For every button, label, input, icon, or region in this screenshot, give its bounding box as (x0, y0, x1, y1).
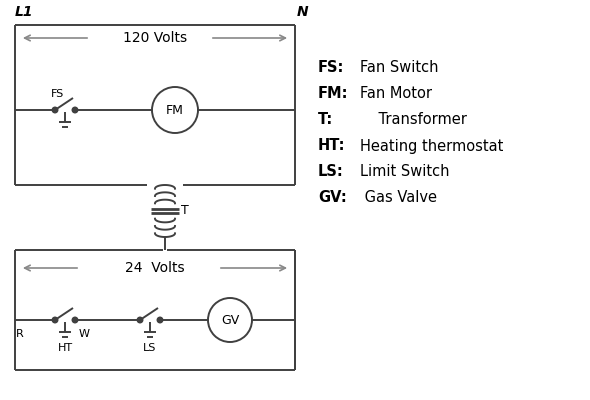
Text: FS: FS (50, 89, 64, 99)
Circle shape (53, 318, 57, 322)
Text: N: N (297, 5, 309, 19)
Text: Gas Valve: Gas Valve (360, 190, 437, 206)
Text: HT: HT (57, 343, 73, 353)
Text: Fan Motor: Fan Motor (360, 86, 432, 102)
Circle shape (73, 318, 77, 322)
Text: T: T (181, 204, 189, 218)
Text: LS: LS (143, 343, 157, 353)
Circle shape (158, 318, 162, 322)
Text: T:: T: (318, 112, 333, 128)
Text: HT:: HT: (318, 138, 346, 154)
Circle shape (53, 108, 57, 112)
Text: Transformer: Transformer (360, 112, 467, 128)
Circle shape (73, 108, 77, 112)
Text: Fan Switch: Fan Switch (360, 60, 438, 76)
Text: Heating thermostat: Heating thermostat (360, 138, 503, 154)
Text: R: R (16, 329, 24, 339)
Text: Limit Switch: Limit Switch (360, 164, 450, 180)
Text: FM: FM (166, 104, 184, 116)
Text: LS:: LS: (318, 164, 344, 180)
Text: 24  Volts: 24 Volts (125, 261, 185, 275)
Text: L1: L1 (15, 5, 34, 19)
Circle shape (137, 318, 143, 322)
Text: FS:: FS: (318, 60, 345, 76)
Text: FM:: FM: (318, 86, 349, 102)
Text: GV: GV (221, 314, 239, 326)
Text: W: W (79, 329, 90, 339)
Text: 120 Volts: 120 Volts (123, 31, 187, 45)
Text: GV:: GV: (318, 190, 347, 206)
